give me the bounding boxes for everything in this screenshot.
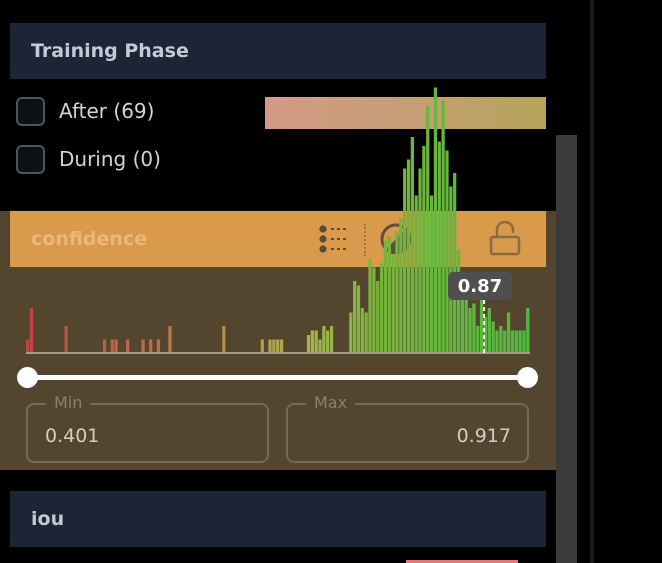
- option-during-label: During (0): [59, 147, 161, 171]
- phase-distribution-bar: [265, 97, 546, 129]
- list-legend-icon[interactable]: [318, 224, 350, 254]
- scrollbar[interactable]: [556, 135, 577, 563]
- confidence-header[interactable]: confidence: [10, 211, 546, 267]
- training-phase-title: Training Phase: [31, 40, 189, 62]
- min-field-value[interactable]: 0.401: [45, 425, 100, 447]
- iou-distribution-bar: [406, 560, 518, 563]
- option-after-label: After (69): [59, 99, 155, 123]
- toolbar-separator: [364, 224, 366, 256]
- max-field-label: Max: [306, 393, 356, 412]
- max-field-value[interactable]: 0.917: [456, 425, 511, 447]
- option-after[interactable]: After (69): [16, 96, 154, 126]
- lock-icon[interactable]: [488, 220, 522, 256]
- contrast-icon[interactable]: [379, 222, 413, 256]
- min-field[interactable]: Min 0.401: [26, 393, 269, 463]
- range-min-handle[interactable]: [17, 367, 38, 388]
- checkbox-after[interactable]: [16, 96, 45, 126]
- range-max-handle[interactable]: [517, 367, 538, 388]
- iou-title: iou: [31, 508, 65, 530]
- option-during[interactable]: During (0): [16, 144, 161, 174]
- training-phase-header[interactable]: Training Phase: [10, 23, 546, 79]
- panel-divider: [590, 0, 594, 563]
- checkbox-during[interactable]: [16, 144, 45, 174]
- max-field[interactable]: Max 0.917: [286, 393, 529, 463]
- hover-tooltip: 0.87: [448, 272, 512, 300]
- confidence-title: confidence: [31, 228, 148, 250]
- range-slider-track[interactable]: [28, 375, 528, 380]
- iou-header[interactable]: iou: [10, 491, 546, 547]
- min-field-label: Min: [46, 393, 91, 412]
